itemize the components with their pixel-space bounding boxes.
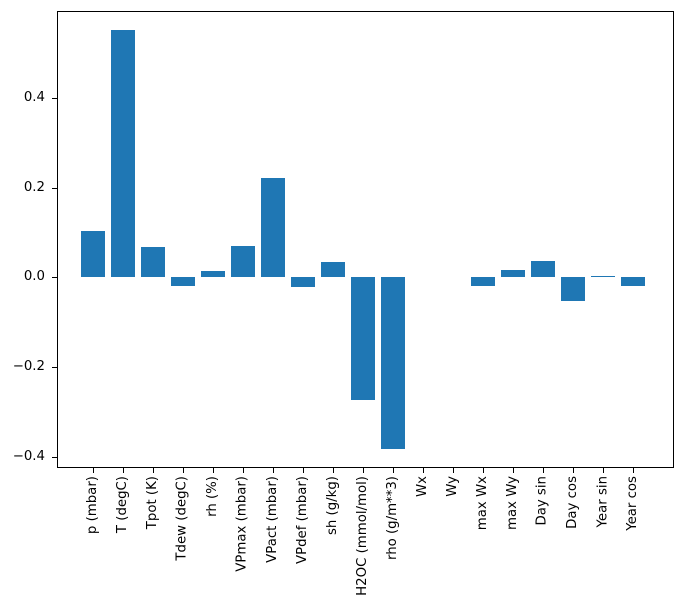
x-tick-label-vpdef-mbar: VPdef (mbar) xyxy=(295,476,310,565)
y-tick-label: 0.4 xyxy=(23,90,45,105)
y-tick-mark xyxy=(52,457,57,458)
bar-vpdef-mbar xyxy=(291,277,315,287)
bar-p-mbar xyxy=(81,231,105,277)
bar-rho-g-m-3 xyxy=(381,277,405,449)
x-tick-mark xyxy=(273,468,274,473)
x-tick-label-sh-g-kg: sh (g/kg) xyxy=(325,476,340,536)
x-tick-mark xyxy=(333,468,334,473)
bar-tdew-degc xyxy=(171,277,195,286)
x-tick-mark xyxy=(393,468,394,473)
y-tick-mark xyxy=(52,277,57,278)
bar-t-degc xyxy=(111,30,135,277)
x-tick-mark xyxy=(153,468,154,473)
x-tick-label-vpact-mbar: VPact (mbar) xyxy=(265,476,280,563)
x-tick-label-tdew-degc: Tdew (degC) xyxy=(175,476,190,561)
bar-vpact-mbar xyxy=(261,178,285,277)
x-tick-mark xyxy=(543,468,544,473)
bar-sh-g-kg xyxy=(321,262,345,277)
x-tick-label-year-sin: Year sin xyxy=(595,476,610,528)
x-tick-label-wy: Wy xyxy=(445,476,460,497)
bar-day-cos xyxy=(561,277,585,301)
x-tick-label-vpmax-mbar: VPmax (mbar) xyxy=(235,476,250,572)
x-tick-label-t-degc: T (degC) xyxy=(115,476,130,534)
x-tick-label-h2oc-mmol-mol: H2OC (mmol/mol) xyxy=(355,476,370,596)
x-tick-mark xyxy=(243,468,244,473)
x-tick-label-year-cos: Year cos xyxy=(625,476,640,531)
y-tick-label: 0.2 xyxy=(23,180,45,195)
y-tick-label: 0.0 xyxy=(23,269,45,284)
bar-vpmax-mbar xyxy=(231,246,255,277)
x-tick-label-rho-g-m-3: rho (g/m**3) xyxy=(385,476,400,561)
x-tick-label-p-mbar: p (mbar) xyxy=(85,476,100,535)
x-tick-mark xyxy=(183,468,184,473)
bar-rh xyxy=(201,271,225,277)
x-tick-mark xyxy=(303,468,304,473)
x-tick-label-day-cos: Day cos xyxy=(565,476,580,529)
x-tick-label-max-wy: max Wy xyxy=(505,476,520,530)
x-tick-mark xyxy=(93,468,94,473)
x-tick-label-rh: rh (%) xyxy=(205,476,220,517)
x-tick-mark xyxy=(363,468,364,473)
x-tick-mark xyxy=(423,468,424,473)
y-tick-label: −0.2 xyxy=(12,359,45,374)
x-tick-mark xyxy=(483,468,484,473)
x-tick-mark xyxy=(573,468,574,473)
y-tick-mark xyxy=(52,98,57,99)
x-tick-label-max-wx: max Wx xyxy=(475,476,490,531)
x-tick-label-tpot-k: Tpot (K) xyxy=(145,476,160,530)
plot-area xyxy=(57,11,674,468)
x-tick-mark xyxy=(213,468,214,473)
x-tick-mark xyxy=(453,468,454,473)
x-tick-mark xyxy=(123,468,124,473)
bar-year-cos xyxy=(621,277,645,286)
bar-day-sin xyxy=(531,261,555,277)
bar-max-wx xyxy=(471,277,495,286)
x-tick-mark xyxy=(603,468,604,473)
bar-h2oc-mmol-mol xyxy=(351,277,375,400)
y-tick-label: −0.4 xyxy=(12,449,45,464)
bar-year-sin xyxy=(591,276,615,277)
y-tick-mark xyxy=(52,188,57,189)
y-tick-mark xyxy=(52,367,57,368)
x-tick-mark xyxy=(633,468,634,473)
bar-max-wy xyxy=(501,270,525,277)
bar-tpot-k xyxy=(141,247,165,277)
x-tick-label-day-sin: Day sin xyxy=(535,476,550,526)
x-tick-label-wx: Wx xyxy=(415,476,430,498)
x-tick-mark xyxy=(513,468,514,473)
